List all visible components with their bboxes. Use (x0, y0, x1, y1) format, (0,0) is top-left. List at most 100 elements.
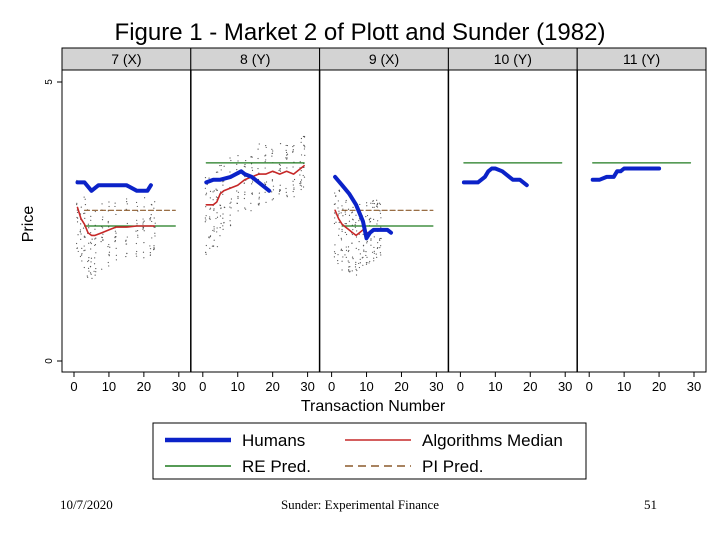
algorithm-trade-dot (88, 242, 90, 244)
algorithm-trade-dot (87, 267, 90, 269)
algorithm-trade-dot (344, 211, 346, 213)
algorithm-trade-dot (265, 159, 267, 161)
algorithm-trade-dot (304, 146, 306, 148)
algorithm-trade-dot (94, 228, 96, 230)
x-tick-label: 30 (687, 379, 701, 394)
humans-line (590, 166, 662, 182)
algorithm-trade-dot (286, 158, 288, 160)
algorithm-trade-dot (292, 166, 294, 168)
algorithm-trade-dot (94, 257, 96, 259)
algorithm-trade-dot (126, 203, 128, 205)
algorithm-trade-dot (219, 235, 221, 237)
algorithm-trade-dot (258, 202, 260, 204)
algorithm-trade-dot (237, 195, 239, 198)
algorithm-trade-dot (379, 210, 381, 212)
algorithm-trade-dot (333, 256, 335, 258)
algorithm-trade-dot (216, 189, 218, 191)
algorithm-trade-dot (209, 190, 212, 192)
algorithm-trade-dot (244, 193, 246, 196)
algorithm-trade-dot (236, 169, 238, 171)
x-tick-label: 0 (586, 379, 593, 394)
algorithm-trade-dot (108, 265, 110, 267)
algorithm-trade-dot (358, 241, 360, 243)
algorithm-trade-dot (358, 249, 360, 251)
algorithm-trade-dot (79, 230, 81, 233)
algorithm-trade-dot (205, 251, 207, 253)
algorithm-trade-dot (264, 155, 266, 157)
algorithm-trade-dot (354, 224, 356, 226)
algorithm-trade-dot (90, 261, 92, 263)
algorithm-trade-dot (205, 194, 207, 196)
algorithm-trade-dot (153, 247, 155, 249)
legend-label: PI Pred. (422, 457, 483, 476)
algorithm-trade-dot (125, 239, 127, 241)
algorithm-trade-dot (108, 255, 110, 257)
algorithm-trade-dot (265, 181, 268, 183)
algorithm-trade-dot (257, 167, 259, 170)
algorithm-trade-dot (142, 228, 144, 230)
algorithm-trade-dot (230, 198, 233, 200)
algorithm-trade-dot (149, 248, 152, 250)
algorithm-trade-dot (370, 202, 372, 204)
algorithm-trade-dot (292, 184, 294, 186)
algorithm-trade-dot (222, 184, 224, 186)
algorithm-trade-dot (101, 203, 103, 205)
algorithm-trade-dot (204, 187, 206, 189)
algorithm-trade-dot (379, 203, 381, 205)
panel-label: 11 (Y) (623, 51, 660, 67)
algorithm-trade-dot (362, 256, 364, 258)
algorithm-trade-dot (345, 199, 347, 202)
algorithm-trade-dot (143, 206, 145, 208)
algorithm-trade-dot (89, 266, 92, 268)
algorithm-trade-dot (149, 254, 151, 256)
algorithm-trade-dot (376, 256, 378, 258)
algorithm-trade-dot (362, 264, 364, 266)
algorithm-trade-dot (94, 210, 96, 213)
algorithm-trade-dot (265, 145, 267, 147)
algorithm-trade-dot (84, 198, 86, 200)
algorithm-trade-dot (370, 217, 372, 219)
algorithm-trade-dot (264, 167, 266, 169)
algorithm-trade-dot (80, 233, 82, 235)
algorithm-trade-dot (251, 183, 253, 185)
algorithm-trade-dot (209, 197, 211, 199)
algorithm-trade-dot (154, 226, 156, 228)
algorithm-trade-dot (337, 207, 339, 209)
algorithm-trades-scatter (204, 135, 306, 255)
algorithm-trade-dot (300, 188, 302, 191)
algorithm-trade-dot (135, 230, 137, 232)
algorithm-trade-dot (143, 220, 145, 222)
algorithm-trade-dot (368, 218, 370, 221)
x-tick-label: 0 (457, 379, 464, 394)
algorithm-trade-dot (150, 203, 152, 206)
algorithm-trade-dot (345, 233, 348, 236)
algorithm-trade-dot (271, 179, 274, 181)
humans-line (75, 180, 153, 193)
algorithm-trade-dot (335, 195, 337, 197)
algorithm-trade-dot (80, 254, 83, 256)
algorithm-trade-dot (107, 245, 109, 248)
algorithm-trade-dot (338, 212, 340, 214)
algorithm-trade-dot (300, 179, 303, 181)
algorithm-trade-dot (278, 169, 280, 172)
algorithm-trade-dot (278, 190, 281, 193)
algorithm-trade-dot (83, 266, 85, 269)
algorithm-trade-dot (216, 227, 218, 229)
algorithm-trade-dot (236, 190, 238, 192)
algorithm-trade-dot (84, 236, 86, 238)
algorithm-trade-dot (219, 215, 222, 217)
algorithm-trade-dot (88, 227, 90, 229)
algorithm-trade-dot (102, 227, 104, 229)
algorithm-trade-dot (300, 137, 303, 140)
chart-title: Figure 1 - Market 2 of Plott and Sunder … (115, 19, 606, 46)
algorithm-trade-dot (108, 243, 110, 246)
algorithm-trade-dot (115, 232, 117, 234)
algorithm-trade-dot (338, 210, 340, 212)
algorithm-trade-dot (220, 207, 222, 209)
algorithm-trade-dot (153, 248, 155, 251)
algorithm-trade-dot (94, 238, 96, 240)
algorithm-trade-dot (258, 204, 260, 206)
algorithm-trade-dot (348, 214, 351, 216)
algorithm-trade-dot (108, 251, 111, 253)
algorithm-trade-dot (90, 242, 92, 245)
